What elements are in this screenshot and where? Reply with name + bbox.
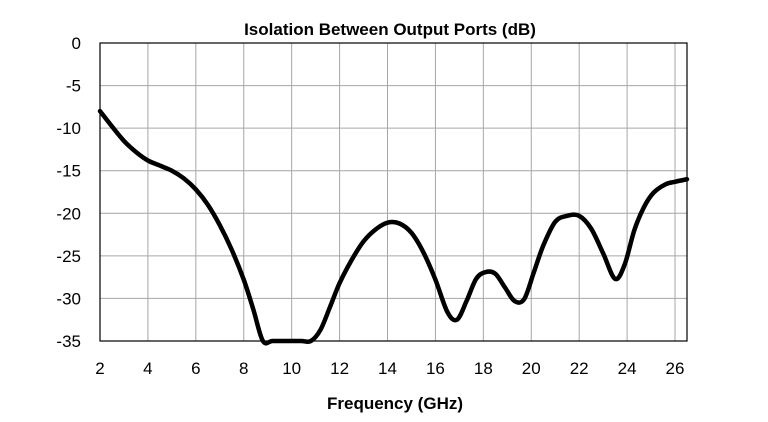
chart-title: Isolation Between Output Ports (dB) (244, 20, 536, 39)
y-tick-label: -10 (56, 119, 81, 138)
y-tick-label: -35 (56, 332, 81, 351)
x-tick-label: 4 (143, 359, 152, 378)
x-tick-label: 26 (666, 359, 685, 378)
x-tick-label: 12 (330, 359, 349, 378)
x-tick-label: 6 (191, 359, 200, 378)
series-line (97, 108, 690, 346)
y-tick-label: -15 (56, 162, 81, 181)
y-tick-labels: 0 -5 -10 -15 -20 -25 -30 -35 (56, 34, 81, 351)
x-tick-label: 16 (426, 359, 445, 378)
x-tick-label: 20 (522, 359, 541, 378)
y-tick-label: -30 (56, 289, 81, 308)
grid-lines (99, 42, 687, 342)
x-tick-label: 14 (378, 359, 397, 378)
y-tick-label: -5 (66, 77, 81, 96)
x-axis-title: Frequency (GHz) (327, 394, 463, 413)
x-tick-labels: 2 4 6 8 10 12 14 16 18 20 22 24 26 (95, 359, 684, 378)
x-tick-label: 2 (95, 359, 104, 378)
y-tick-label: 0 (72, 34, 81, 53)
series-layer (97, 108, 690, 346)
y-tick-label: -20 (56, 204, 81, 223)
x-tick-label: 22 (570, 359, 589, 378)
x-tick-label: 10 (282, 359, 301, 378)
y-tick-label: -25 (56, 247, 81, 266)
x-tick-label: 8 (239, 359, 248, 378)
plot-frame (99, 42, 688, 342)
x-tick-label: 18 (474, 359, 493, 378)
x-tick-label: 24 (618, 359, 637, 378)
